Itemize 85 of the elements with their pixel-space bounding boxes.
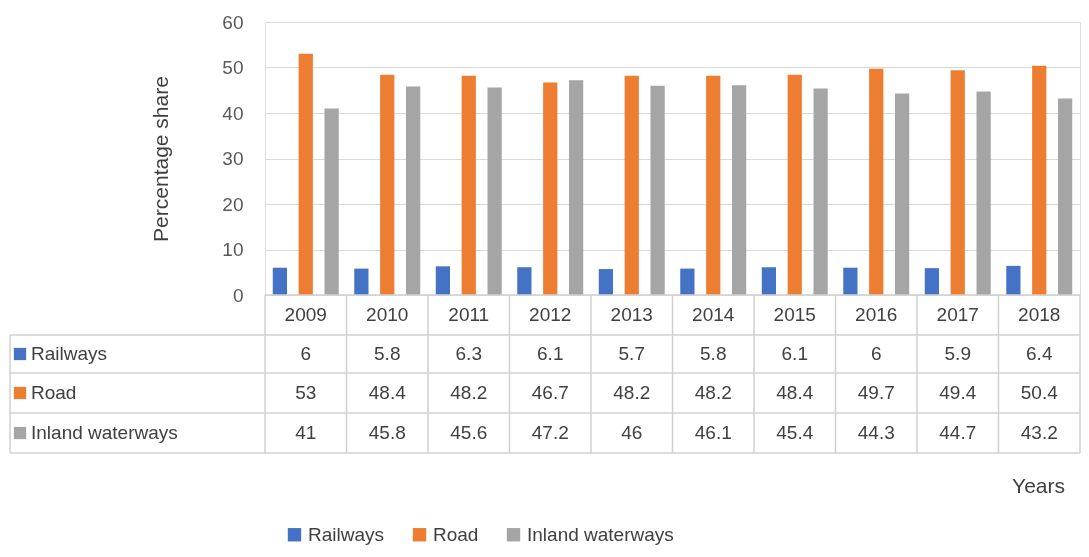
bar [869, 68, 884, 295]
bar [324, 108, 339, 295]
data-label: 50.4 [1020, 382, 1059, 403]
bar [435, 266, 450, 295]
data-label: 5.8 [700, 343, 727, 364]
bar [787, 74, 802, 295]
bar [732, 85, 747, 295]
text: Inland waterways [527, 523, 674, 545]
bar [298, 53, 313, 295]
data-label: 5.8 [374, 343, 401, 364]
y-tick-label: 0 [232, 284, 244, 306]
legend-label: Railways [31, 343, 108, 364]
data-label: 6.3 [455, 343, 482, 364]
data-label: 45.6 [450, 422, 488, 443]
bar [976, 91, 991, 295]
x-tick-label: 2009 [284, 304, 327, 325]
data-label: 47.2 [531, 422, 569, 443]
bar [680, 268, 695, 295]
data-label: 48.2 [613, 382, 651, 403]
legend-label: Inland waterways [31, 422, 178, 443]
data-label: 49.4 [939, 382, 977, 403]
bar [895, 93, 910, 295]
bar [1006, 265, 1021, 295]
bar [487, 87, 502, 295]
bar [406, 86, 421, 295]
bar [924, 268, 939, 295]
bar [950, 70, 965, 295]
data-label: 53 [295, 382, 317, 403]
text: Road [31, 382, 77, 403]
x-tick-label: 2015 [773, 304, 816, 325]
x-tick-label: 2014 [692, 304, 735, 325]
data-label: 6 [300, 343, 312, 364]
bar [543, 82, 558, 295]
bar [272, 267, 287, 295]
data-label: 49.7 [857, 382, 895, 403]
bar [461, 75, 476, 295]
data-label: 48.2 [450, 382, 488, 403]
bar [598, 269, 613, 295]
data-label: 44.3 [857, 422, 895, 443]
data-label: 6 [870, 343, 882, 364]
data-label: 45.4 [776, 422, 814, 443]
bar [843, 267, 858, 295]
y-tick-label: 30 [222, 148, 244, 169]
bar [380, 74, 395, 295]
bar [624, 75, 639, 295]
y-tick-label: 20 [222, 193, 244, 215]
bar [354, 268, 369, 295]
text: Years [1012, 474, 1065, 497]
bar [1058, 98, 1073, 295]
data-label: 46.1 [694, 422, 732, 443]
bar [706, 75, 721, 295]
data-label: 6.4 [1026, 343, 1053, 364]
x-tick-label: 2010 [366, 304, 409, 325]
data-label: 6.1 [781, 343, 808, 364]
data-label: 46 [621, 422, 643, 443]
bar [1032, 65, 1047, 295]
data-label: 43.2 [1020, 422, 1058, 443]
bar [569, 80, 584, 295]
data-label: 46.7 [531, 382, 569, 403]
y-tick-label: 10 [222, 239, 244, 260]
data-label: 45.8 [368, 422, 406, 443]
data-label: 44.7 [939, 422, 977, 443]
x-tick-label: 2013 [610, 304, 653, 325]
data-label: 48.4 [776, 382, 814, 403]
bar [761, 267, 776, 295]
bar [517, 267, 532, 295]
y-tick-label: 50 [222, 57, 244, 78]
y-axis-title: Percentage share [149, 76, 173, 242]
legend-label: Road [433, 523, 479, 545]
text: Railways [308, 523, 385, 545]
y-tick-label: 60 [222, 11, 244, 33]
x-tick-label: 2017 [936, 304, 979, 325]
data-label: 6.1 [537, 343, 564, 364]
x-tick-label: 2018 [1018, 304, 1061, 325]
data-label: 48.2 [694, 382, 732, 403]
x-tick-label: 2011 [448, 304, 490, 325]
x-tick-label: 2012 [529, 304, 572, 325]
x-tick-label: 2016 [855, 304, 898, 325]
bar [650, 85, 665, 295]
y-tick-label: 40 [222, 102, 244, 124]
data-label: 48.4 [368, 382, 407, 403]
data-label: 5.9 [944, 343, 971, 364]
data-label: 41 [295, 422, 317, 443]
bar [813, 88, 828, 295]
data-label: 5.7 [618, 343, 645, 364]
